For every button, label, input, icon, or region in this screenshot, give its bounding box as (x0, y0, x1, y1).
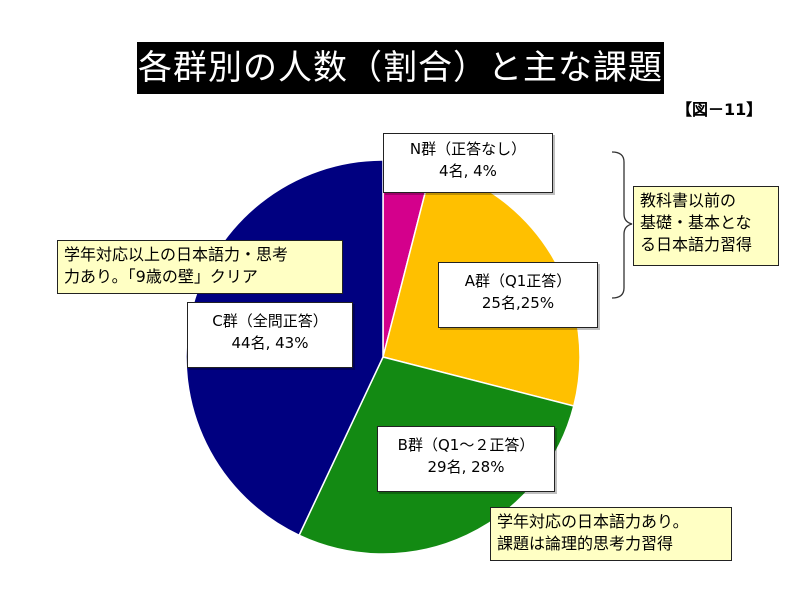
label-c-value: 44名, 43% (231, 334, 309, 352)
label-c-name: C群（全問正答） (212, 312, 328, 330)
label-b-name: B群（Q1～２正答） (397, 436, 535, 454)
note-c-line2: 力あり。「9歳の壁」クリア (64, 267, 258, 286)
label-b-value: 29名, 28% (427, 458, 505, 476)
note-basic-line3: る日本語力習得 (640, 235, 753, 254)
note-b-line1: 学年対応の日本語力あり。 (497, 512, 689, 531)
label-n-name: N群（正答なし） (409, 140, 527, 158)
note-b-line2: 課題は論理的思考力習得 (497, 534, 674, 553)
label-box-b: B群（Q1～２正答） 29名, 28% (377, 426, 555, 492)
note-basic-line1: 教科書以前の (640, 191, 737, 210)
note-basic-line2: 基礎・基本とな (640, 213, 752, 232)
note-c-group: 学年対応以上の日本語力・思考 力あり。「9歳の壁」クリア (57, 240, 343, 294)
note-c-line1: 学年対応以上の日本語力・思考 (64, 245, 289, 264)
note-basic: 教科書以前の 基礎・基本とな る日本語力習得 (633, 186, 779, 266)
label-box-n: N群（正答なし） 4名, 4% (383, 133, 553, 193)
label-a-value: 25名,25% (481, 294, 555, 312)
label-box-c: C群（全問正答） 44名, 43% (187, 302, 353, 368)
note-b-group: 学年対応の日本語力あり。 課題は論理的思考力習得 (490, 507, 732, 561)
label-n-value: 4名, 4% (439, 162, 497, 180)
label-a-name: A群（Q1正答） (464, 272, 572, 290)
label-box-a: A群（Q1正答） 25名,25% (438, 262, 598, 328)
figure-label: 【図－11】 (676, 100, 763, 119)
chart-title: 各群別の人数（割合）と主な課題 (137, 42, 664, 94)
